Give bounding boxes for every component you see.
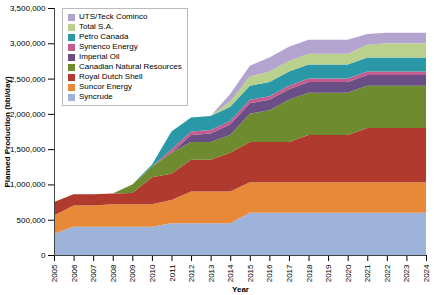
svg-text:2006: 2006: [70, 264, 79, 282]
svg-text:2,000,000: 2,000,000: [10, 110, 46, 119]
svg-text:2024: 2024: [422, 264, 431, 282]
svg-text:1,500,000: 1,500,000: [10, 145, 46, 154]
svg-text:2017: 2017: [285, 264, 294, 282]
html-text:Royal Dutch Shell: Royal Dutch Shell: [79, 72, 143, 81]
svg-text:1,000,000: 1,000,000: [10, 180, 46, 189]
svg-text:2020: 2020: [344, 264, 353, 282]
svg-text:2013: 2013: [207, 264, 216, 282]
svg-text:2023: 2023: [402, 264, 411, 282]
svg-text:2,500,000: 2,500,000: [10, 75, 46, 84]
svg-text:2008: 2008: [109, 264, 118, 282]
svg-text:2015: 2015: [246, 264, 255, 282]
html-text:Suncor Energy: Suncor Energy: [79, 82, 132, 91]
svg-text:500,000: 500,000: [17, 216, 46, 225]
svg-text:2018: 2018: [305, 264, 314, 282]
svg-text:2011: 2011: [168, 264, 177, 282]
html-text:UTS/Teck Cominco: UTS/Teck Cominco: [79, 12, 148, 21]
html-text:Syncrude: Syncrude: [79, 92, 113, 101]
svg-text:0: 0: [41, 251, 46, 260]
svg-text:2012: 2012: [187, 264, 196, 282]
svg-text:Year: Year: [232, 285, 249, 294]
html-text:Canadian Natural Resources: Canadian Natural Resources: [79, 62, 182, 71]
html-text:Petro Canada: Petro Canada: [79, 32, 129, 41]
svg-text:2022: 2022: [383, 264, 392, 282]
svg-text:2009: 2009: [128, 264, 137, 282]
html-text:Imperial Oil: Imperial Oil: [79, 52, 120, 61]
svg-text:3,000,000: 3,000,000: [10, 39, 46, 48]
svg-text:2016: 2016: [265, 264, 274, 282]
svg-text:2014: 2014: [226, 264, 235, 282]
svg-text:2010: 2010: [148, 264, 157, 282]
html-text:Synenco Energy: Synenco Energy: [79, 42, 138, 51]
svg-text:2019: 2019: [324, 264, 333, 282]
svg-text:2007: 2007: [89, 264, 98, 282]
svg-text:2021: 2021: [363, 264, 372, 282]
svg-text:3,500,000: 3,500,000: [10, 4, 46, 13]
svg-text:Planned Production (bbl/day): Planned Production (bbl/day): [3, 76, 12, 187]
svg-text:2005: 2005: [50, 264, 59, 282]
html-text:Total S.A.: Total S.A.: [79, 22, 114, 31]
